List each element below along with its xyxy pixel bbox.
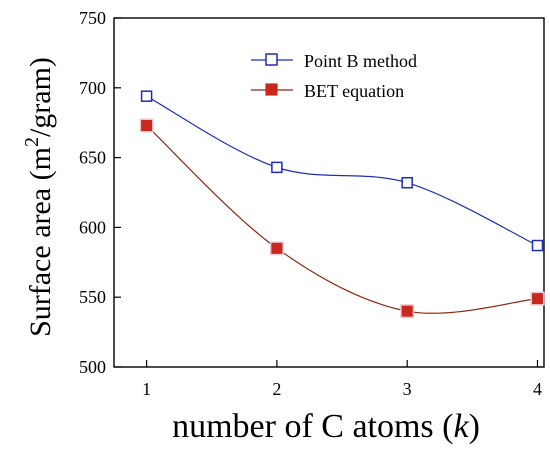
x-tick-label-0: 1 — [142, 379, 151, 399]
x-axis-title-suffix: ) — [469, 408, 480, 445]
y-axis-title-suffix: /gram) — [24, 57, 57, 137]
series-0-point-0 — [140, 90, 153, 102]
series-line-0 — [146, 95, 538, 247]
series-layer — [139, 90, 545, 319]
series-1-point-1 — [271, 242, 283, 254]
y-tick-label-0: 500 — [79, 357, 106, 377]
legend-marker-bet — [265, 83, 278, 96]
y-axis-title-superscript: 2 — [21, 137, 43, 147]
axis-ticks: 1 2 3 4 500 550 600 650 700 750 — [79, 8, 542, 399]
legend-marker-point-b — [265, 53, 278, 66]
x-axis-title-prefix: number of C atoms ( — [172, 408, 453, 445]
y-axis-title: Surface area (m2/gram) — [21, 57, 57, 337]
y-tick-label-2: 600 — [79, 217, 106, 237]
series-0-point-2 — [401, 176, 413, 189]
y-tick-label-4: 700 — [79, 78, 106, 98]
x-tick-label-3: 4 — [533, 379, 542, 399]
series-line-1 — [146, 125, 538, 314]
series-0-point-3 — [531, 239, 544, 252]
series-1-point-2 — [401, 305, 413, 317]
x-axis-title-variable: k — [453, 408, 469, 445]
plot-frame — [113, 17, 545, 368]
y-axis-title-prefix: Surface area (m — [24, 147, 57, 337]
x-axis-title: number of C atoms (k) — [172, 408, 480, 445]
legend-label-point-b: Point B method — [304, 51, 417, 71]
series-1-point-0 — [141, 119, 153, 131]
legend: Point B method BET equation — [251, 51, 417, 101]
series-1-point-3 — [531, 293, 543, 305]
legend-label-bet: BET equation — [304, 81, 404, 101]
y-tick-label-5: 750 — [79, 8, 106, 28]
x-tick-label-1: 2 — [272, 379, 281, 399]
y-tick-label-1: 550 — [79, 287, 106, 307]
series-0-point-1 — [271, 161, 283, 174]
y-tick-label-3: 650 — [79, 148, 106, 168]
x-tick-label-2: 3 — [403, 379, 412, 399]
